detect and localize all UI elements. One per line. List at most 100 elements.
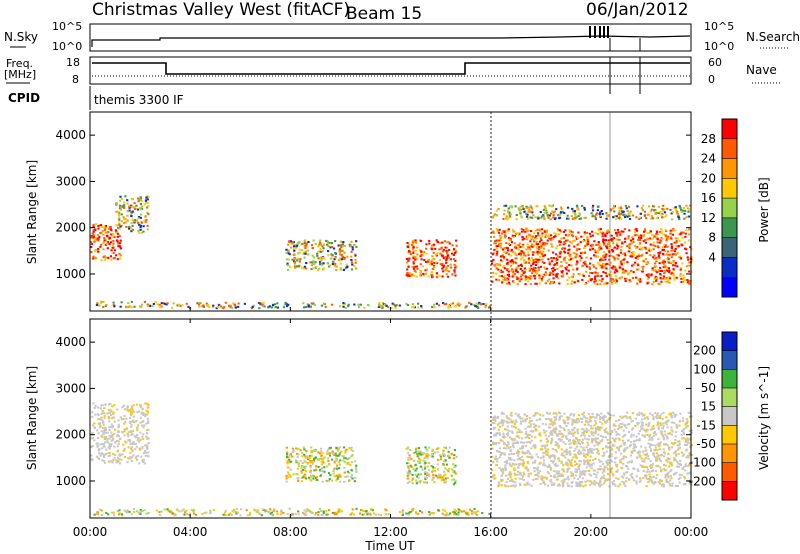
echo-cell xyxy=(92,225,95,228)
echo-cell xyxy=(640,412,643,415)
echo-cell xyxy=(498,243,501,246)
echo-cell xyxy=(672,241,675,244)
echo-cell xyxy=(128,430,131,433)
echo-cell xyxy=(526,451,529,454)
echo-cell xyxy=(573,413,576,416)
echo-cell xyxy=(612,278,615,281)
echo-cell xyxy=(591,451,594,454)
echo-cell xyxy=(549,234,553,237)
echo-cell xyxy=(530,267,533,270)
echo-cell xyxy=(116,439,119,442)
echo-cell xyxy=(521,250,524,253)
echo-cell xyxy=(568,231,572,234)
echo-cell xyxy=(621,422,624,425)
echo-cell xyxy=(663,270,667,273)
echo-cell xyxy=(108,429,111,432)
echo-cell xyxy=(642,469,645,472)
echo-cell xyxy=(623,240,627,243)
echo-cell xyxy=(117,245,120,248)
echo-cell xyxy=(630,242,633,245)
echo-cell xyxy=(548,464,551,467)
echo-cell xyxy=(558,418,561,421)
echo-cell xyxy=(504,474,508,477)
echo-cell xyxy=(524,279,527,282)
echo-cell xyxy=(138,448,142,451)
echo-cell xyxy=(112,458,115,461)
echo-cell xyxy=(452,483,456,486)
echo-cell xyxy=(354,254,357,257)
echo-cell xyxy=(560,460,564,463)
echo-cell xyxy=(593,424,596,427)
echo-cell xyxy=(690,431,693,434)
echo-cell xyxy=(650,436,654,439)
echo-cell xyxy=(582,433,585,436)
echo-cell xyxy=(321,245,324,248)
echo-cell xyxy=(136,439,139,442)
echo-cell xyxy=(596,471,599,474)
echo-cell xyxy=(641,464,644,467)
echo-cell xyxy=(664,277,667,280)
echo-cell xyxy=(681,244,684,247)
echo-cell xyxy=(497,208,500,211)
echo-cell xyxy=(511,262,514,265)
echo-cell xyxy=(544,423,548,426)
echo-cell xyxy=(602,415,605,418)
echo-cell xyxy=(629,444,632,447)
echo-cell xyxy=(576,478,580,481)
echo-cell xyxy=(627,212,630,215)
echo-cell xyxy=(686,281,689,284)
echo-cell xyxy=(293,248,296,251)
echo-cell xyxy=(605,466,608,469)
echo-cell xyxy=(112,438,115,441)
echo-cell xyxy=(544,234,547,237)
echo-cell xyxy=(123,414,126,417)
echo-cell xyxy=(617,258,620,261)
echo-cell xyxy=(420,453,423,456)
echo-cell xyxy=(573,210,577,213)
echo-cell xyxy=(641,246,645,249)
echo-cell xyxy=(497,428,500,431)
echo-cell xyxy=(514,426,518,429)
echo-cell xyxy=(301,468,305,471)
echo-cell xyxy=(503,236,506,239)
echo-cell xyxy=(630,459,633,462)
echo-cell xyxy=(128,305,131,308)
echo-cell xyxy=(326,240,329,243)
echo-cell xyxy=(670,245,674,248)
echo-cell xyxy=(290,246,293,249)
echo-cell xyxy=(538,216,541,219)
echo-cell xyxy=(492,235,496,238)
echo-cell xyxy=(610,270,613,273)
echo-cell xyxy=(297,447,300,450)
echo-cell xyxy=(665,239,668,242)
echo-cell xyxy=(185,302,188,305)
echo-cell xyxy=(580,256,583,259)
echo-cell xyxy=(354,261,357,264)
echo-cell xyxy=(539,482,542,485)
echo-cell xyxy=(406,447,410,450)
echo-cell xyxy=(655,260,658,263)
echo-cell xyxy=(511,439,514,442)
echo-cell xyxy=(544,208,548,211)
echo-cell xyxy=(614,265,617,268)
echo-cell xyxy=(526,238,529,241)
echo-cell xyxy=(126,199,129,202)
echo-cell xyxy=(606,420,609,423)
echo-cell xyxy=(577,451,580,454)
echo-cell xyxy=(559,211,562,214)
echo-cell xyxy=(293,253,296,256)
echo-cell xyxy=(146,228,149,231)
echo-cell xyxy=(547,216,550,219)
echo-cell xyxy=(545,453,548,456)
echo-cell xyxy=(423,465,427,468)
echo-cell xyxy=(98,422,101,425)
echo-cell xyxy=(127,205,131,208)
echo-cell xyxy=(591,439,594,442)
echo-cell xyxy=(336,459,339,462)
echo-cell xyxy=(499,270,502,273)
echo-cell xyxy=(640,457,643,460)
echo-cell xyxy=(587,423,590,426)
echo-cell xyxy=(305,470,308,473)
echo-cell xyxy=(613,440,616,443)
